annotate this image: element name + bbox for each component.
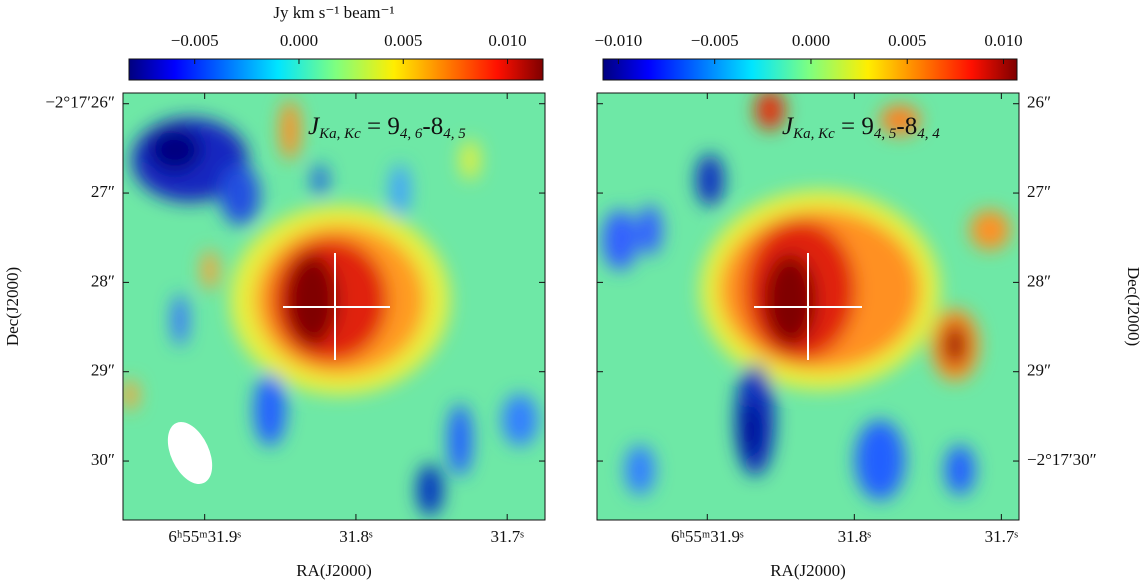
annotation-part: -8 (896, 113, 917, 140)
beam (167, 422, 213, 484)
annotation-part: -8 (422, 113, 443, 140)
colorbar-tick-label: 0.005 (384, 31, 422, 50)
frame (122, 92, 546, 521)
x-tick-label: 31.8ˢ (339, 527, 373, 546)
y-tick-label: 26″ (1027, 93, 1051, 112)
colorbar-tick-label: −0.010 (594, 31, 642, 50)
y-tick-label: −2°17′26″ (45, 93, 115, 112)
annotation-part: J (782, 113, 795, 140)
colorbar-tick-label: 0.000 (792, 31, 830, 50)
colorbar-tick-label: 0.010 (984, 31, 1022, 50)
annotation-part: Ka, Kc (792, 126, 835, 142)
annotation-part: 4, 4 (917, 126, 940, 142)
colorbar (128, 58, 544, 81)
annotation-part: 4, 5 (443, 126, 466, 142)
y-axis-label: Dec(J2000) (1124, 267, 1143, 346)
y-tick-label: −2°17′30″ (1027, 450, 1097, 469)
x-axis-label: RA(J2000) (296, 561, 372, 580)
annotation-part: 4, 6 (400, 126, 423, 142)
annotation-part: Ka, Kc (318, 126, 361, 142)
x-tick-label: 31.7ˢ (490, 527, 524, 546)
annotation-part: 4, 5 (874, 126, 897, 142)
x-tick-label: 31.7ˢ (985, 527, 1019, 546)
x-tick-label: 6ʰ55ᵐ31.9ˢ (671, 527, 744, 546)
x-axis-label: RA(J2000) (770, 561, 846, 580)
colorbar (602, 58, 1018, 81)
y-tick-label: 27″ (1027, 182, 1051, 201)
y-tick-label: 30″ (91, 450, 115, 469)
map-left (123, 93, 545, 520)
y-tick-label: 28″ (91, 271, 115, 290)
colorbar-tick-label: −0.005 (691, 31, 739, 50)
y-tick-label: 29″ (91, 361, 115, 380)
x-tick-label: 31.8ˢ (838, 527, 872, 546)
x-tick-label: 6ʰ55ᵐ31.9ˢ (168, 527, 241, 546)
colorbar-label: Jy km s⁻¹ beam⁻¹ (273, 3, 394, 22)
annotation: JKa, Kc = 94, 5-84, 4 (782, 113, 940, 143)
colorbar-tick-label: 0.000 (280, 31, 318, 50)
colorbar-tick-label: −0.005 (171, 31, 219, 50)
frame (596, 92, 1020, 521)
annotation: JKa, Kc = 94, 6-84, 5 (308, 113, 466, 143)
annotation-part: J (308, 113, 321, 140)
y-tick-label: 27″ (91, 182, 115, 201)
map-right (597, 93, 1019, 520)
annotation-part: = 9 (361, 113, 400, 140)
colorbar-tick-label: 0.010 (488, 31, 526, 50)
y-tick-label: 28″ (1027, 271, 1051, 290)
y-axis-label: Dec(J2000) (3, 267, 22, 346)
annotation-part: = 9 (835, 113, 874, 140)
colorbar-tick-label: 0.005 (888, 31, 926, 50)
y-tick-label: 29″ (1027, 361, 1051, 380)
